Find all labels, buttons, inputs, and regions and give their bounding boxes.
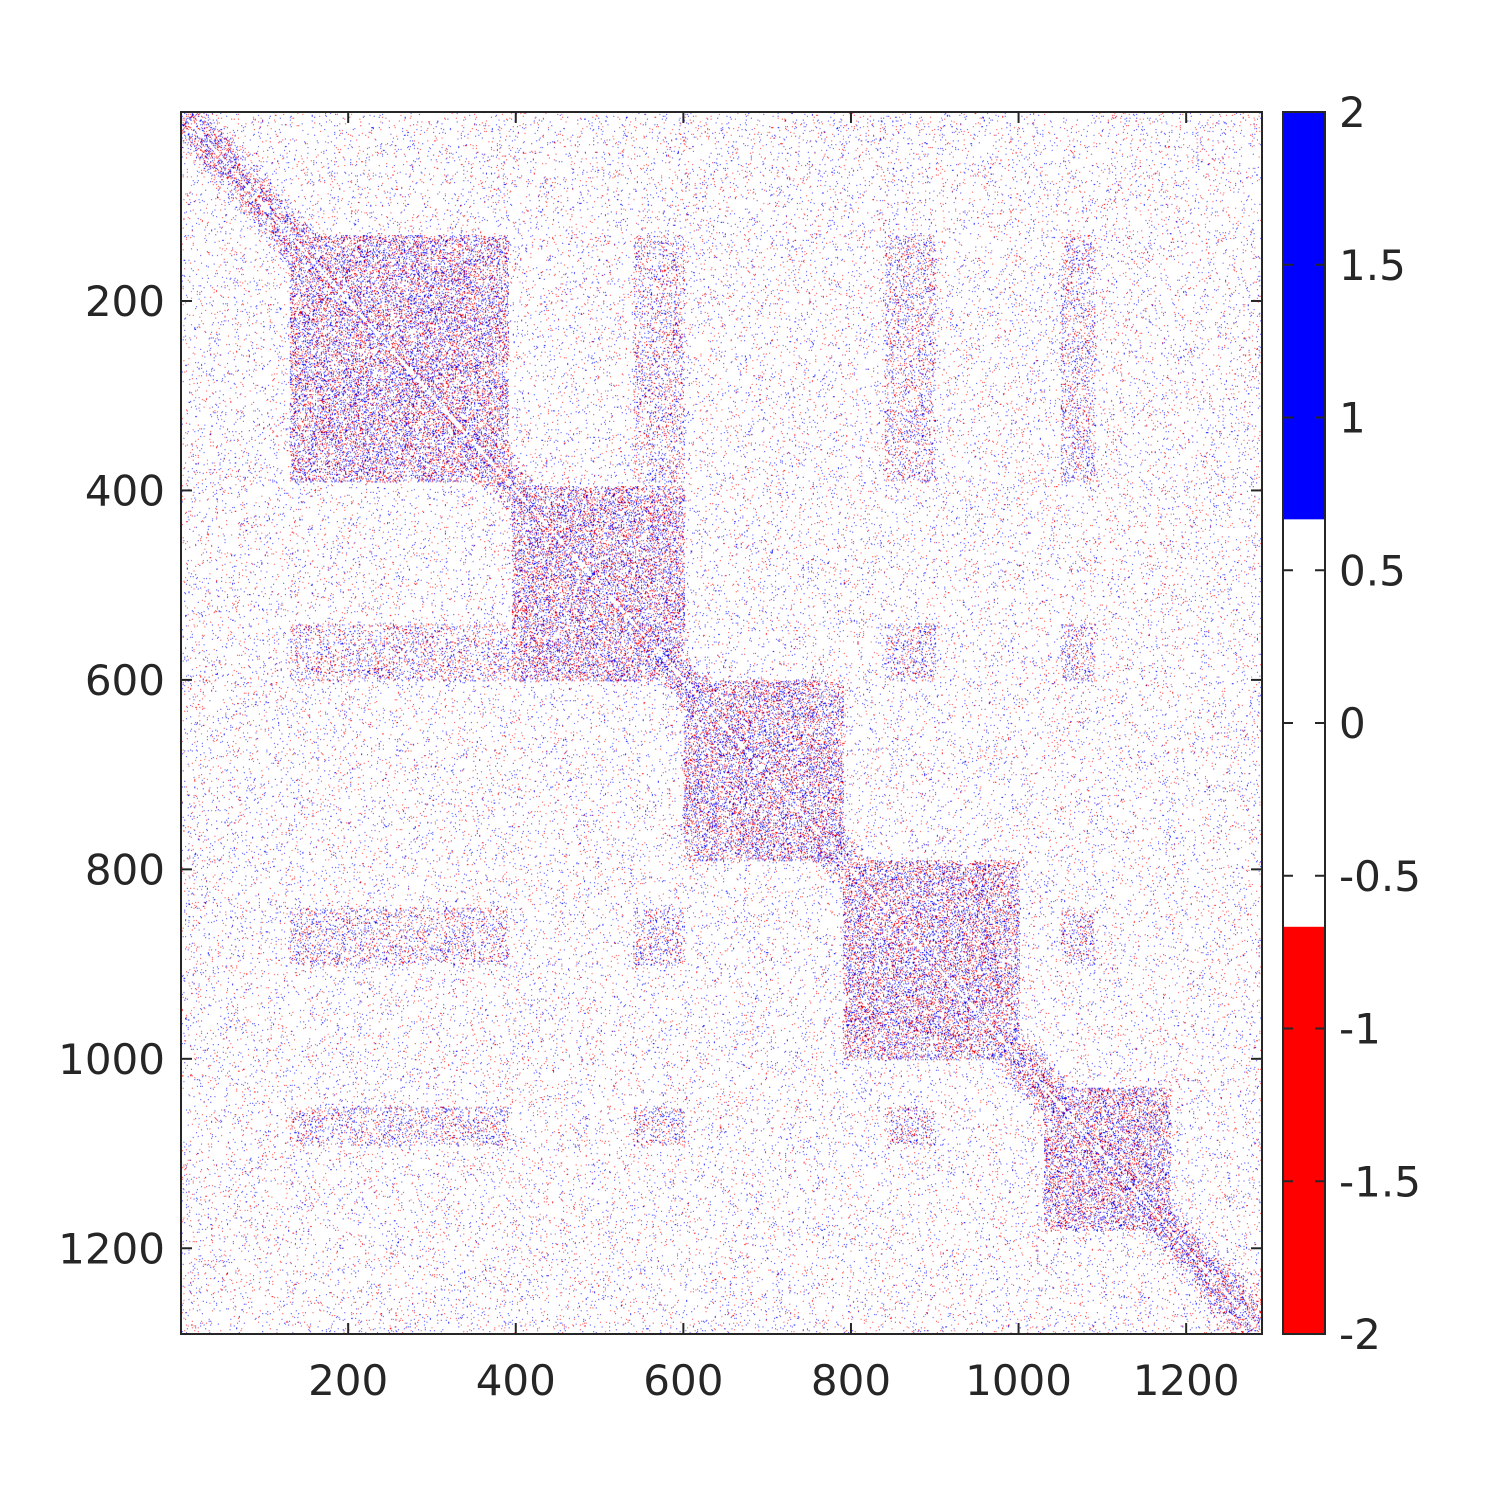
plot-frame <box>180 111 1263 1335</box>
colorbar-bands <box>1283 112 1325 1334</box>
x-tick-label: 600 <box>643 1356 723 1405</box>
plot-area: 200 400 600 800 1000 1200 200 400 600 800 1000 120… <box>58 111 1263 1405</box>
x-tick-label: 1200 <box>1133 1356 1240 1405</box>
y-axis: 200 400 600 800 1000 1200 <box>58 277 1262 1273</box>
colorbar-tick-label: -2 <box>1339 1310 1381 1359</box>
y-tick-label: 600 <box>85 656 165 705</box>
colorbar-tick-label: 0.5 <box>1339 546 1406 595</box>
colorbar-tick-label: 2 <box>1339 88 1366 137</box>
x-tick-label: 200 <box>308 1356 388 1405</box>
colorbar-ticks: 2 1.5 1 0.5 0 -0.5 -1 -1.5 -2 <box>1283 88 1421 1359</box>
colorbar-tick-label: -0.5 <box>1339 852 1421 901</box>
colorbar-tick-label: 1.5 <box>1339 241 1406 290</box>
x-tick-label: 400 <box>476 1356 556 1405</box>
colorbar-tick-label: -1.5 <box>1339 1157 1421 1206</box>
y-tick-label: 1000 <box>58 1035 165 1084</box>
x-tick-label: 800 <box>811 1356 891 1405</box>
y-tick-label: 400 <box>85 466 165 515</box>
colorbar-tick-label: -1 <box>1339 1005 1381 1054</box>
colorbar-tick-label: 1 <box>1339 394 1366 443</box>
colorbar-band <box>1283 112 1325 520</box>
x-tick-label: 1000 <box>965 1356 1072 1405</box>
y-tick-label: 800 <box>85 845 165 894</box>
x-axis: 200 400 600 800 1000 1200 <box>308 112 1240 1405</box>
colorbar: 2 1.5 1 0.5 0 -0.5 -1 -1.5 -2 <box>1282 88 1421 1359</box>
y-tick-label: 200 <box>85 277 165 326</box>
y-tick-label: 1200 <box>58 1224 165 1273</box>
colorbar-tick-label: 0 <box>1339 699 1366 748</box>
colorbar-band <box>1283 926 1325 1334</box>
heatmap-image <box>181 112 1262 1334</box>
